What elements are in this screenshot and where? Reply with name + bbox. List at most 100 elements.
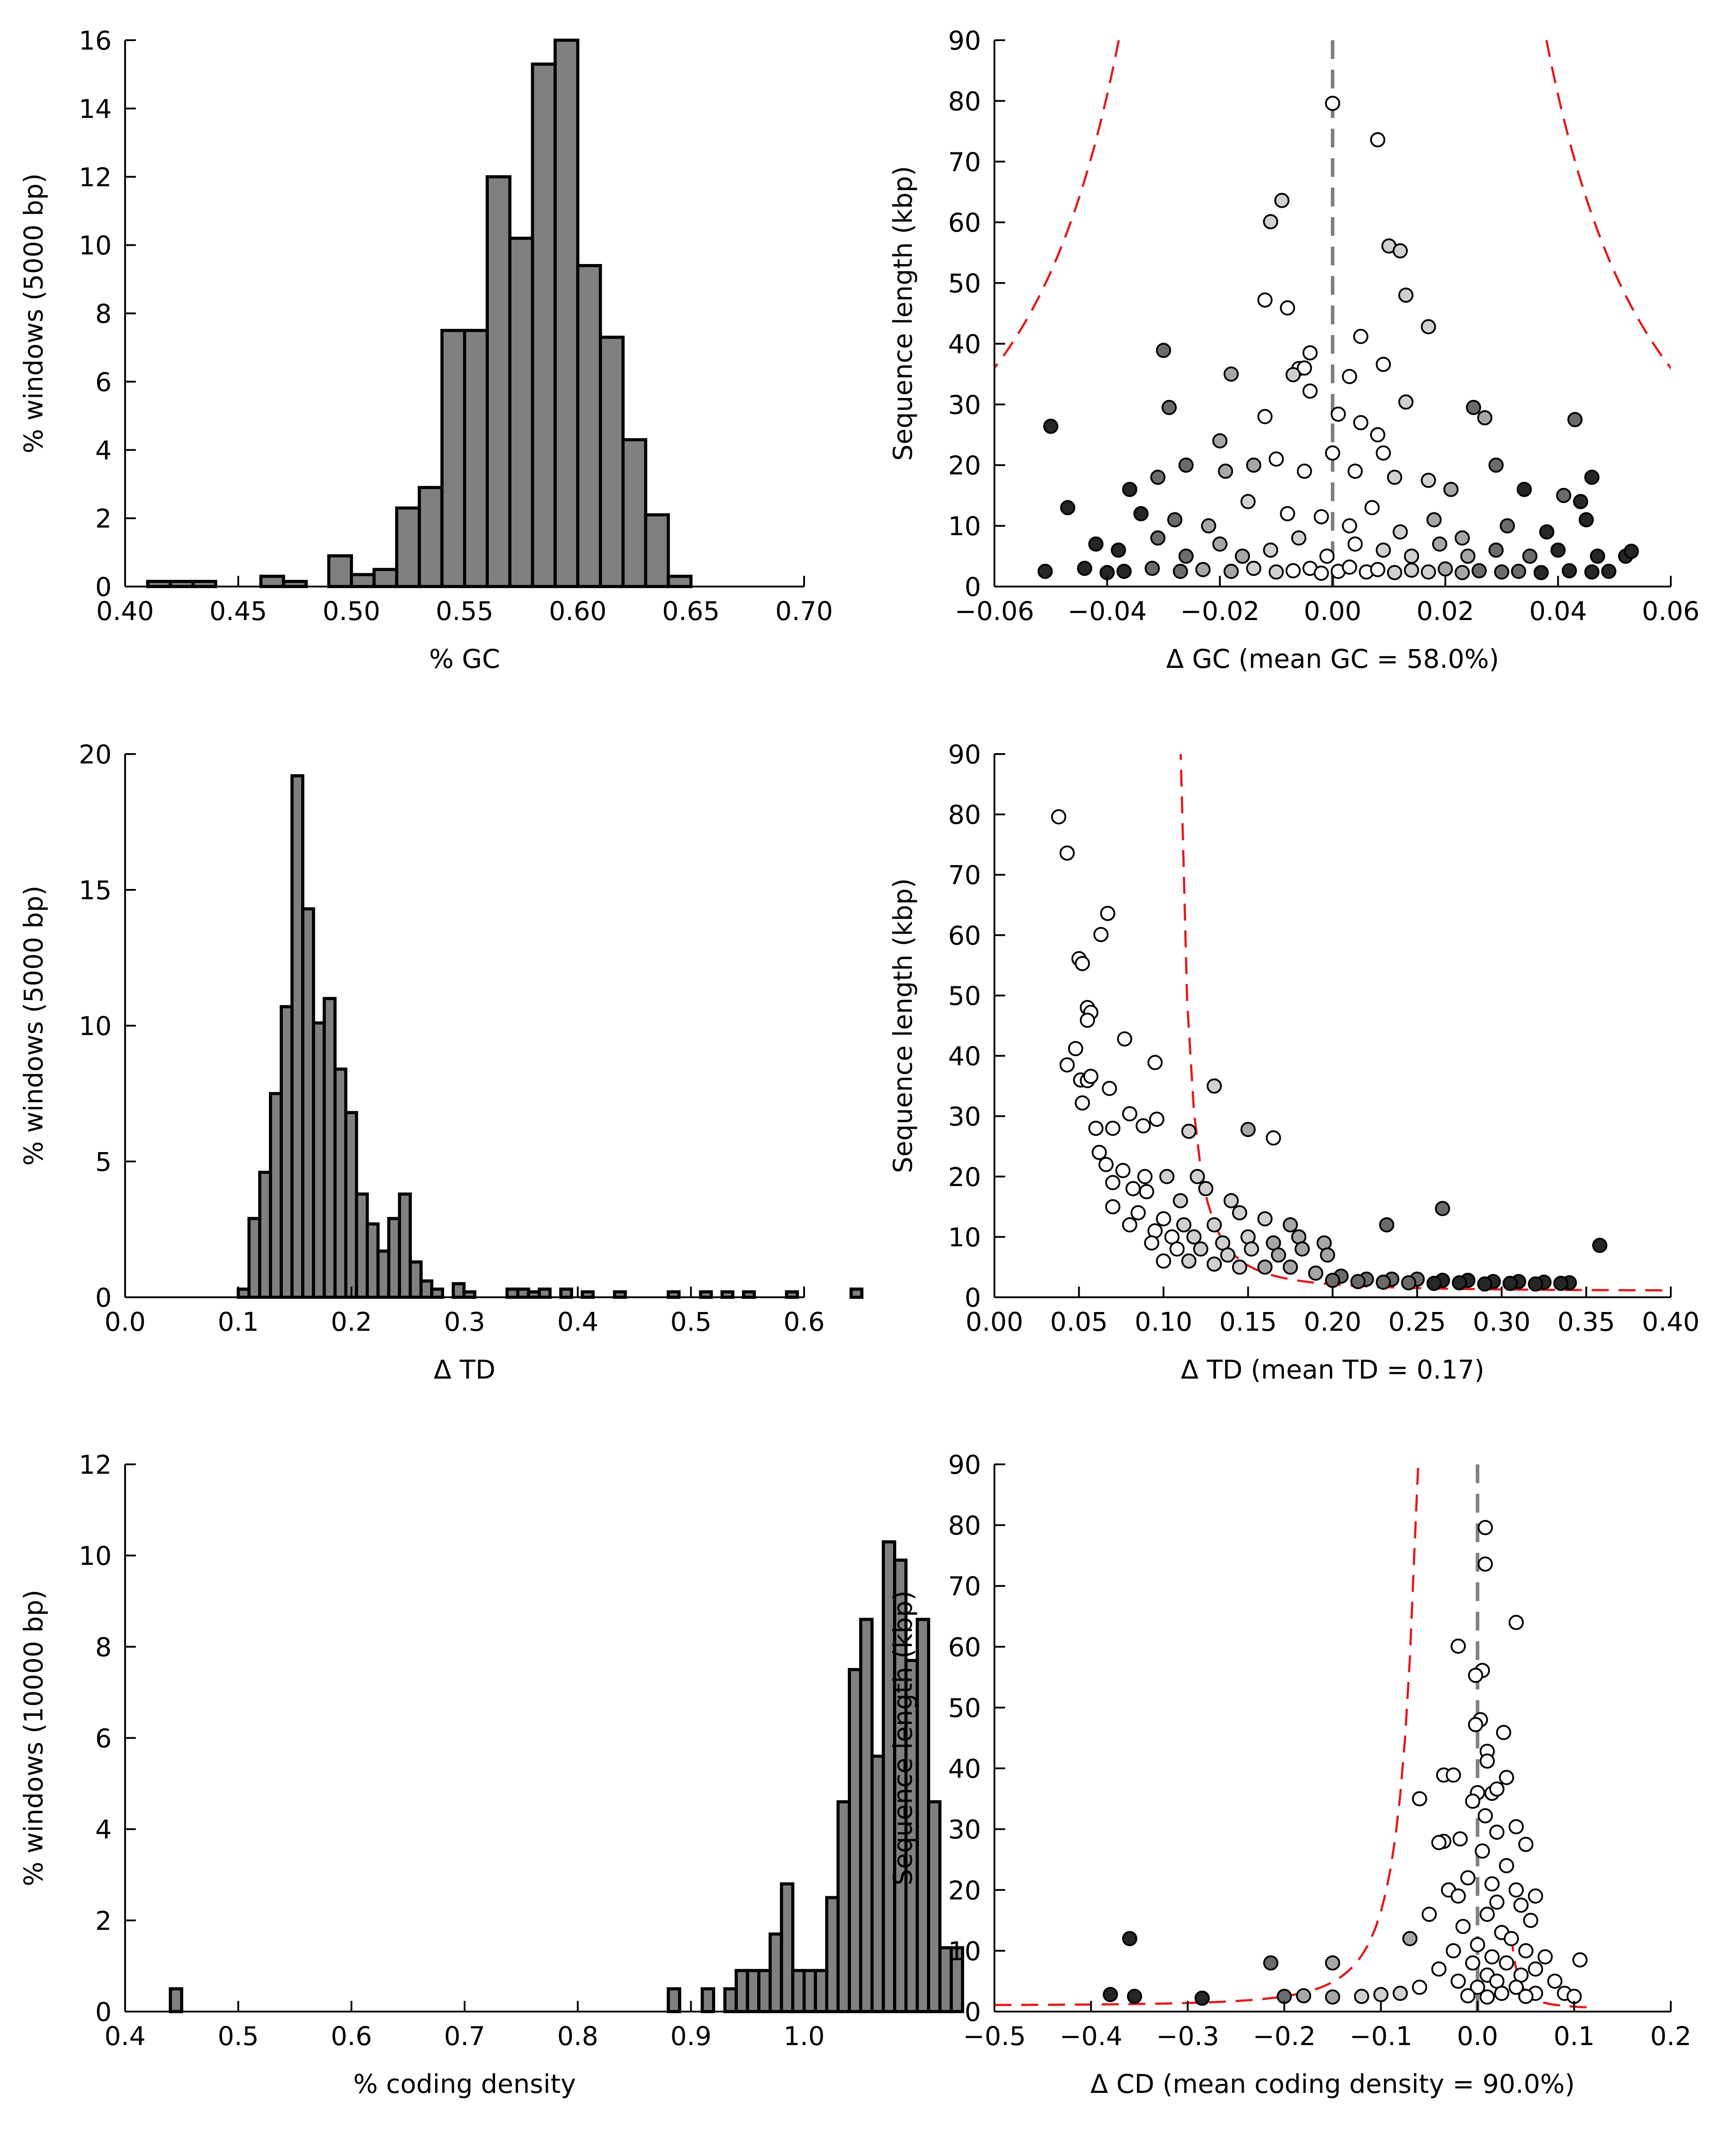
scatter-point: [1489, 1824, 1505, 1840]
scatter-point: [1573, 494, 1589, 509]
scatter-point: [1528, 1276, 1543, 1292]
scatter-point: [1539, 524, 1555, 540]
scatter-point: [1043, 419, 1059, 434]
scatter-point: [1375, 1274, 1391, 1290]
histogram-bar: [395, 506, 421, 588]
histogram-bar: [915, 1618, 931, 2013]
histogram-bar: [440, 329, 466, 588]
x-tick-label: 0.1: [1554, 2021, 1595, 2051]
y-axis-label: % windows (5000 bp): [18, 173, 49, 453]
scatter-point: [1484, 1876, 1500, 1892]
x-tick-label: 0.0: [1457, 2021, 1498, 2051]
y-tick-label: 90: [948, 1450, 981, 1480]
scatter-point: [1156, 343, 1171, 358]
y-tick-label: 6: [95, 367, 112, 397]
scatter-point: [1037, 564, 1053, 579]
scatter-point: [1518, 1836, 1534, 1852]
histogram-bar: [859, 1618, 874, 2013]
x-tick-label: −0.04: [1067, 596, 1147, 626]
scatter-point: [1173, 1193, 1188, 1208]
x-tick-label: 0.9: [671, 2021, 712, 2051]
scatter-point: [1263, 1955, 1279, 1971]
scatter-point: [1178, 549, 1194, 564]
y-tick-label: 70: [948, 147, 981, 177]
histogram-bar: [516, 1287, 530, 1299]
x-tick-label: −0.02: [1180, 596, 1260, 626]
scatter-point: [1468, 1717, 1484, 1732]
histogram-bar: [344, 1111, 358, 1299]
scatter-point: [1294, 1241, 1310, 1257]
x-tick-label: 0.50: [323, 596, 380, 626]
scatter-point: [1195, 562, 1211, 577]
histogram-bar: [387, 1217, 401, 1299]
scatter-point: [1354, 1988, 1369, 2004]
scatter-point: [1375, 356, 1391, 372]
scatter-point: [1133, 506, 1149, 521]
scatter-point: [1480, 1753, 1495, 1769]
scatter-point: [1077, 561, 1092, 576]
scatter-point: [1438, 561, 1453, 577]
scatter-point: [1488, 457, 1504, 473]
scatter-point: [1370, 562, 1385, 577]
scatter-point: [1412, 1791, 1427, 1807]
scatter-point: [1212, 536, 1228, 552]
scatter-point: [1451, 1973, 1466, 1989]
histogram-bar: [847, 1668, 863, 2013]
scatter-point: [1496, 1725, 1511, 1740]
scatter-point: [1115, 1163, 1131, 1178]
scatter-point: [1283, 1259, 1298, 1275]
histogram-bar: [599, 335, 625, 588]
x-tick-label: 0.20: [1304, 1307, 1361, 1337]
histogram-bar: [746, 1969, 761, 2013]
scatter-point: [1330, 407, 1346, 422]
scatter-point: [1319, 549, 1335, 564]
scatter-point: [1533, 565, 1549, 580]
y-tick-label: 10: [948, 1222, 981, 1253]
scatter-point: [1379, 1217, 1395, 1232]
x-tick-label: 0.10: [1135, 1307, 1192, 1337]
scatter-point: [1059, 1057, 1075, 1073]
histogram-bar: [723, 1987, 738, 2013]
y-tick-label: 20: [948, 1162, 981, 1192]
scatter-point: [1122, 1217, 1137, 1232]
x-axis-label: % GC: [429, 644, 500, 674]
x-tick-label: 0.40: [1642, 1307, 1699, 1337]
scatter-point: [1220, 1247, 1236, 1263]
y-tick-label: 60: [948, 920, 981, 951]
histogram-bar: [505, 1287, 520, 1299]
scatter-point: [1466, 400, 1481, 415]
y-axis-label: Sequence length (kbp): [888, 166, 918, 461]
scatter-point: [1412, 1979, 1427, 1995]
y-tick-label: 40: [948, 329, 981, 359]
scatter-point: [1528, 1961, 1543, 1977]
scatter-point: [1296, 463, 1312, 479]
scatter-point: [1537, 1949, 1553, 1965]
histogram-bar: [168, 1987, 184, 2013]
scatter-point: [1547, 1973, 1563, 1989]
scatter-point: [1207, 1256, 1222, 1272]
gc-scatter: −0.06 −0.04 −0.02 0.00 0.02 0.04 0.06 0 10 20 30 40…: [888, 25, 1700, 674]
scatter-point: [1059, 845, 1075, 861]
y-tick-label: 0: [95, 1283, 112, 1313]
y-tick-label: 16: [79, 25, 112, 56]
scatter-point: [1508, 1614, 1524, 1630]
y-tick-label: 0: [964, 572, 981, 602]
scatter-point: [1181, 1123, 1197, 1139]
scatter-point: [1232, 1259, 1247, 1275]
scatter-point: [1313, 509, 1329, 524]
y-tick-label: 0: [95, 572, 112, 602]
x-axis-label: Δ TD (mean TD = 0.17): [1181, 1354, 1484, 1385]
scatter-point: [1508, 1882, 1524, 1898]
scatter-point: [1122, 482, 1137, 497]
scatter-point: [1156, 1211, 1171, 1227]
x-tick-label: 0.30: [1473, 1307, 1531, 1337]
x-tick-label: 0.8: [557, 2021, 598, 2051]
histogram-bar: [280, 1005, 294, 1299]
x-tick-label: 0.2: [1650, 2021, 1691, 2051]
y-tick-label: 60: [948, 208, 981, 238]
y-tick-label: 20: [79, 739, 112, 770]
scatter-point: [1455, 530, 1470, 546]
y-tick-label: 10: [79, 231, 112, 261]
scatter-point: [1145, 561, 1160, 576]
y-tick-label: 70: [948, 860, 981, 890]
